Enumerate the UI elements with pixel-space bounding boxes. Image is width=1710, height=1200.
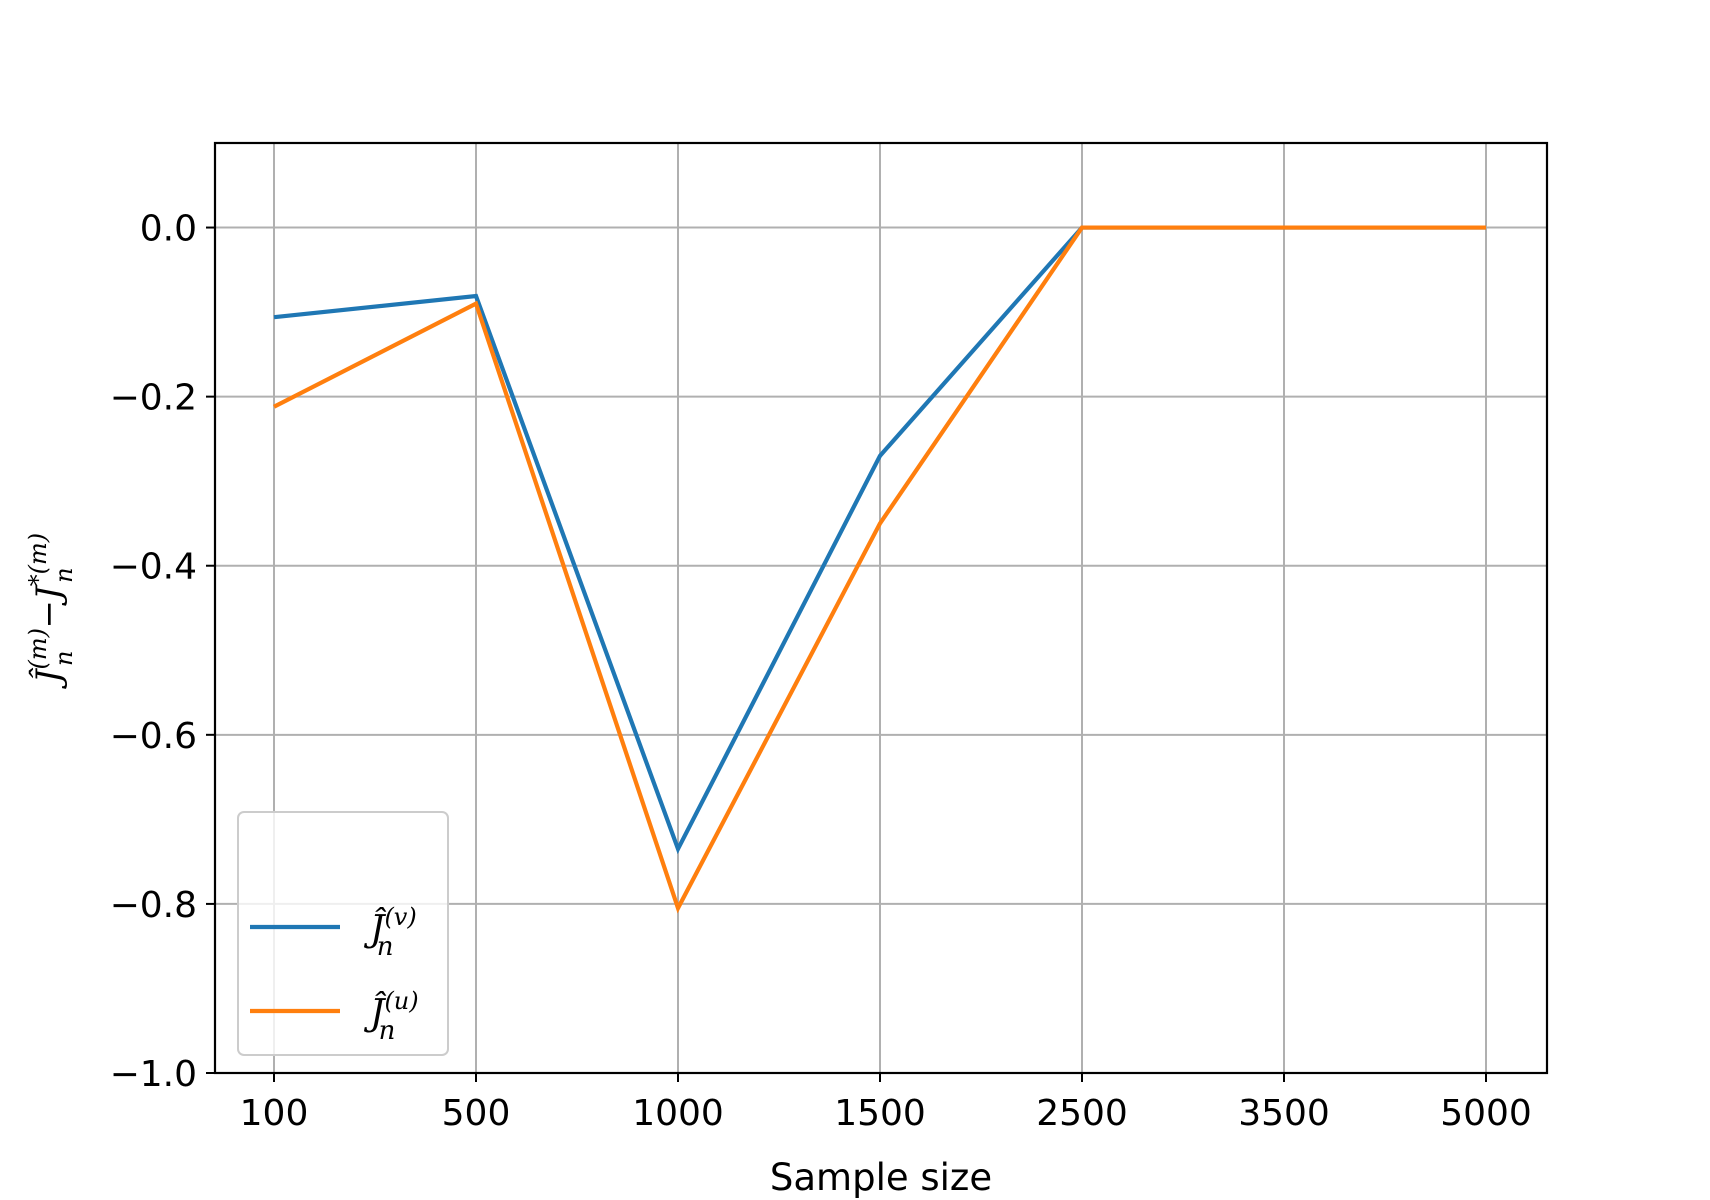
x-tick-label: 5000: [1440, 1093, 1532, 1134]
y-tick-label: −1.0: [110, 1054, 197, 1095]
x-tick-label: 1000: [632, 1093, 724, 1134]
x-tick-label: 100: [240, 1093, 309, 1134]
y-tick-label: −0.8: [110, 885, 197, 926]
legend: Ĵ(v) nĴ(u) n: [237, 811, 449, 1056]
series-layer: [273, 225, 1487, 914]
y-tick-label: −0.6: [110, 716, 197, 757]
y-tick-label: −0.2: [110, 378, 197, 419]
legend-box: [237, 811, 449, 1056]
x-tick-label: 2500: [1036, 1093, 1128, 1134]
y-axis-label-text: Ĵ(m)n−J*(m)n: [24, 533, 78, 689]
x-axis-label: Sample size: [770, 1156, 992, 1199]
x-tick-label: 500: [442, 1093, 511, 1134]
x-tick-label: 3500: [1238, 1093, 1330, 1134]
x-axis: 100 500 1000 1500 2500 3500 5000: [240, 1073, 1532, 1134]
y-tick-label: 0.0: [140, 209, 197, 250]
x-tick-label: 1500: [834, 1093, 926, 1134]
y-axis: 0.0 −0.2 −0.4 −0.6 −0.8 −1.0: [110, 209, 215, 1095]
y-tick-label: −0.4: [110, 547, 197, 588]
y-axis-label: Ĵ(m)n−J*(m)n: [24, 533, 78, 689]
